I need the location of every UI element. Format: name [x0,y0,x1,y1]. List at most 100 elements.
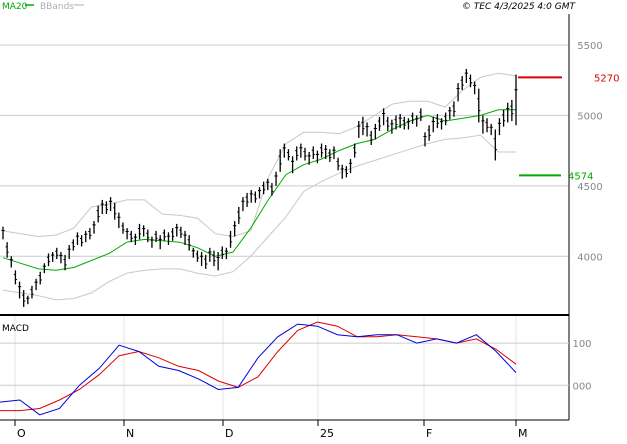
price-bar [270,183,274,196]
price-bar [241,197,245,212]
price-bar [166,232,171,245]
price-bar [286,149,291,161]
x-tick-label: D [225,427,233,440]
price-bar [154,230,158,243]
price-bar [34,278,38,291]
price-bar [137,223,142,240]
price-y-tick: 4500 [577,182,602,193]
price-bar [464,68,468,84]
price-bar [133,233,137,245]
price-bar [233,221,237,237]
price-bar [311,146,315,160]
price-bar [117,212,121,229]
price-bar [448,106,452,120]
price-bar [328,149,332,162]
price-bar [299,143,303,158]
price-bar [38,271,42,285]
price-bar [17,281,22,299]
price-bar [191,247,195,258]
price-bar [282,143,286,158]
price-bar [266,178,270,191]
price-bar [183,230,187,245]
price-y-tick: 5500 [577,41,602,52]
price-bar [171,228,175,241]
price-bar [158,235,162,250]
price-bar [373,123,377,140]
price-bar [444,112,448,126]
price-bar [113,202,117,220]
price-bar [497,118,502,136]
support-level-label: 4574 [568,171,593,182]
price-bar [237,206,241,224]
price-bar [468,74,473,88]
price-bar [208,247,212,262]
price-bar [129,230,133,243]
price-bar [179,226,183,238]
price-bar [365,122,369,137]
price-bar [303,147,307,161]
price-bar [501,109,506,127]
price-bar [344,166,348,178]
source-timestamp: © TEC 4/3/2025 4:0 GMT [462,2,577,12]
macd-y-tick: 100 [572,339,591,350]
price-bar [71,239,75,251]
price-bar [1,226,5,240]
price-bar [514,74,518,126]
price-bar [108,197,113,212]
price-bar [377,116,382,131]
price-bar [489,123,493,136]
price-bar [456,83,460,102]
price-bar [319,143,324,158]
price-bar [357,121,361,138]
price-bar [59,252,63,264]
price-bar [324,144,328,160]
price-bar [369,130,373,145]
price-bar [394,115,398,130]
price-bar [353,143,357,158]
price-bar [336,157,340,171]
price-bar [88,228,92,240]
price-bar [96,205,100,223]
price-bar [257,187,262,199]
price-bar [481,115,485,134]
price-bar [104,201,109,214]
x-tick-label: F [426,427,432,440]
price-bar [13,270,18,285]
x-tick-label: M [518,427,528,440]
price-bar [431,116,435,133]
price-bar [22,290,26,307]
price-bar [427,125,431,141]
price-bar [150,236,154,248]
price-panel [0,14,569,314]
price-bar [439,118,444,130]
bband-upper-line [2,72,517,238]
price-bar [415,115,419,127]
price-bar [100,199,104,214]
x-tick-label: N [126,427,134,440]
price-bar [262,181,266,195]
price-bar [92,221,96,234]
price-bar [121,222,125,234]
price-bar [435,114,439,129]
price-bar [332,146,336,160]
ma20-line [2,109,516,271]
price-bar [315,150,320,164]
price-bar [195,250,200,262]
price-bar [340,164,344,179]
price-bar [361,116,365,136]
price-bar [42,263,46,274]
price-bar [84,230,88,243]
macd-panel-title: MACD [2,324,29,334]
price-bar [348,159,353,174]
price-bar [295,146,299,161]
bband-lower-line [2,134,516,301]
ma20-legend-label: MA20 [2,2,28,12]
price-bar [162,229,166,241]
price-bar [9,256,13,268]
price-bar [253,191,257,203]
price-bar [452,101,456,117]
price-bar [402,116,406,130]
price-bar [390,119,394,134]
price-bar [26,295,30,305]
